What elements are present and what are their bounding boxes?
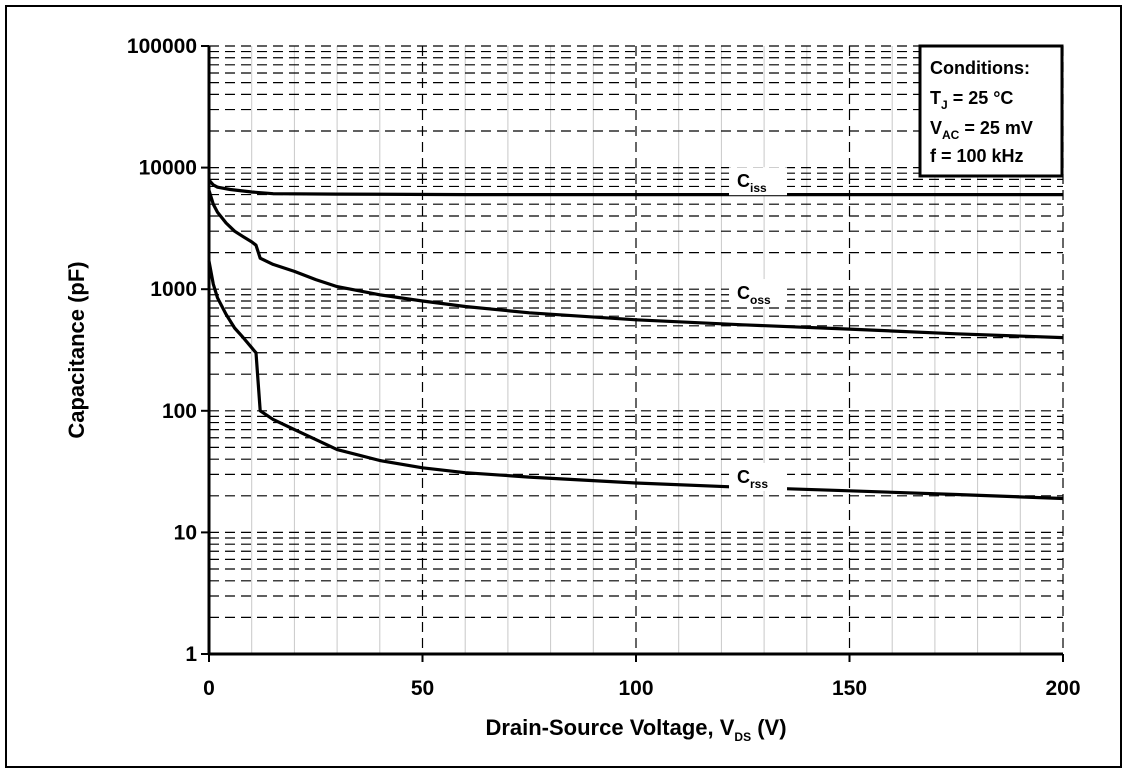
conditions-vac-tail: = 25 mV [959, 118, 1033, 138]
series-label-sub: oss [750, 293, 771, 307]
series-label-crss: Crss [737, 467, 768, 491]
series-line-ciss [207, 178, 1063, 197]
series-label-bg-crss [729, 462, 788, 491]
conditions-box: Conditions: TJ = 25 °C VAC = 25 mV f = 1… [918, 44, 1064, 178]
y-tick-label: 1 [185, 643, 197, 666]
series-label-main: C [737, 283, 750, 303]
series-label-ciss: Ciss [737, 171, 767, 195]
x-axis-title: Drain-Source Voltage, VDS (V) [485, 715, 786, 744]
series-label-main: C [737, 171, 750, 191]
x-tick-label: 200 [1045, 677, 1080, 700]
x-tick-label: 150 [832, 677, 867, 700]
series-line-coss [207, 189, 1064, 340]
series-label-bg-ciss [729, 167, 788, 196]
conditions-tj-tail: = 25 °C [948, 88, 1014, 108]
series-label-main: C [737, 467, 750, 487]
conditions-tj-main: T [930, 88, 941, 108]
x-axis-title-tail: (V) [751, 715, 786, 740]
conditions-tj: TJ = 25 °C [930, 88, 1013, 112]
series-label-bg-coss [729, 279, 788, 308]
y-tick-label: 1000 [150, 278, 197, 301]
axis-layer: 1 10 100 1000 10000 100000 0 50 100 150 200 [127, 35, 1081, 700]
conditions-frame [918, 44, 1064, 178]
conditions-freq: f = 100 kHz [930, 146, 1024, 166]
x-tick-label: 50 [411, 677, 434, 700]
series-label-sub: rss [750, 477, 768, 491]
conditions-tj-sub: J [941, 98, 948, 112]
conditions-vac: VAC = 25 mV [930, 118, 1033, 142]
x-axis-title-main: Drain-Source Voltage, V [485, 715, 734, 740]
conditions-vac-sub: AC [942, 128, 960, 142]
conditions-vac-main: V [930, 118, 942, 138]
grid-layer [209, 45, 1064, 654]
y-tick-label: 10 [174, 521, 197, 544]
x-tick-label: 100 [618, 677, 653, 700]
series-line-crss [207, 260, 1064, 501]
y-tick-label: 100000 [127, 35, 197, 58]
x-axis-title-sub: DS [734, 730, 751, 744]
y-axis-title: Capacitance (pF) [64, 261, 89, 438]
x-tick-label: 0 [203, 677, 215, 700]
series-layer [207, 178, 1064, 501]
y-tick-label: 100 [162, 400, 197, 423]
series-label-sub: iss [750, 181, 767, 195]
conditions-title: Conditions: [930, 58, 1030, 78]
y-tick-label: 10000 [139, 157, 197, 180]
series-label-coss: Coss [737, 283, 771, 307]
